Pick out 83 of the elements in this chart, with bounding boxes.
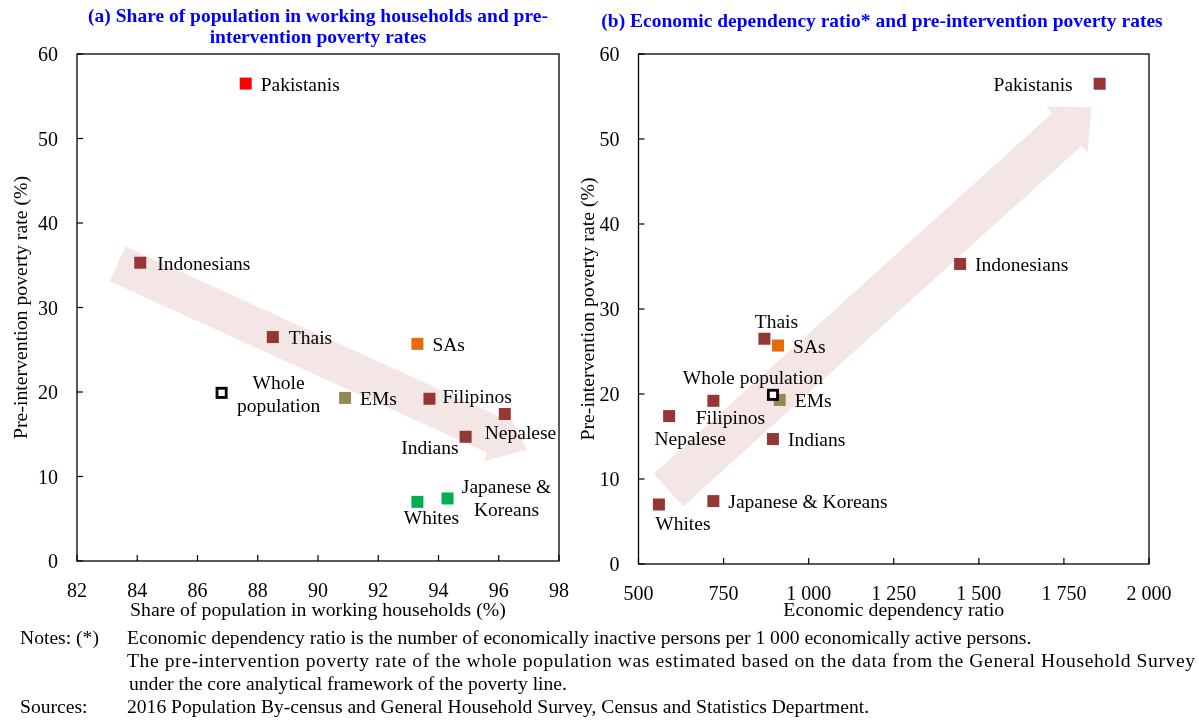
series-label: Whites [403,506,460,528]
series-label: EMs [360,387,397,409]
y-tick-label: 0 [48,550,58,572]
point [498,407,511,420]
x-tick-label: 96 [488,579,509,601]
series-label: Thais [288,326,333,348]
point [411,495,424,508]
point [707,394,720,407]
point [758,332,771,345]
x-tick-label: 1 500 [956,582,1002,604]
y-tick-label: 60 [599,43,620,65]
x-tick-label: 88 [247,579,268,601]
series-label: Nepalese [484,421,557,443]
y-tick-label: 50 [38,127,58,150]
y-tick-label: 30 [38,296,58,319]
series-label: Whole population [236,371,321,416]
x-tick-label: 84 [127,579,148,601]
chart-title: (a) Share of population in working households and pre-intervention poverty rates [88,4,548,47]
x-tick-label: 92 [368,579,389,601]
x-tick-label: 1 250 [871,582,917,604]
series-label: Thais [754,310,799,332]
series-label: Whole population [682,366,824,388]
chart-title: (b) Economic dependency ratio* and pre-intervention poverty rates [601,9,1164,32]
series-label: Pakistanis [993,73,1073,95]
text: 2016 Population By-census and General Household Survey, Census and Statistics Department. [127,695,870,717]
x-tick-label: 2 000 [1126,582,1172,604]
series-label: Indians [401,436,459,458]
y-tick-label: 30 [599,298,620,320]
series-label: Filipinos [442,385,512,407]
point [663,410,676,423]
point [766,388,779,401]
series-label: EMs [794,389,832,411]
series-label: Filipinos [695,406,766,428]
x-tick-label: 1 750 [1041,582,1087,604]
x-tick-label: 98 [549,579,569,601]
y-tick-label: 60 [38,43,58,65]
point [339,391,352,404]
point [652,498,665,511]
x-tick-label: 94 [428,579,449,601]
point [459,430,472,443]
y-tick-label: 40 [38,212,58,234]
point [215,386,228,399]
series-label: Indians [787,428,846,450]
x-tick-label: 1 000 [786,582,832,604]
text: The pre-intervention poverty rate of the whole population was estimated based on the data from the General Household Survey under the core analytical framework of the poverty line. [127,649,1196,694]
series-label: Japanese & Koreans [728,490,888,512]
point [411,337,424,350]
point [772,339,785,352]
y-tick-label: 20 [599,383,620,405]
x-tick-label: 82 [67,579,87,601]
series-label: Whites [655,512,711,533]
point [707,495,720,508]
y-axis-title: Pre-intervention poverty rate (%) [576,177,599,441]
point [441,492,454,505]
y-tick-label: 50 [599,128,620,150]
x-tick-label: 86 [187,579,208,601]
y-tick-label: 40 [599,213,620,235]
series-label: SAs [793,335,826,357]
source-note: Sources: [20,695,88,717]
y-tick-label: 10 [599,468,620,490]
series-label: Japanese & Koreans [461,475,552,520]
point [423,392,436,405]
y-axis-title: Pre-intervention poverty rate (%) [9,175,32,440]
point [134,256,147,269]
series-label: Indonesians [975,253,1069,275]
text: Notes: (*) [20,626,99,649]
x-tick-label: 500 [623,582,654,604]
point [266,331,279,344]
y-tick-label: 10 [38,465,58,488]
x-tick-label: 750 [708,582,739,604]
point [1093,77,1106,90]
x-tick-label: 90 [308,579,328,601]
text: Economic dependency ratio is the number of economically inactive persons per 1 000 economically active persons. [127,626,1032,648]
x-axis-title: Share of population in working households (%) [130,598,506,621]
point [954,257,967,270]
series-label: Indonesians [157,252,251,274]
series-label: Nepalese [654,427,726,449]
y-tick-label: 0 [609,553,620,575]
series-label: SAs [432,333,465,355]
series-label: Pakistanis [260,73,340,95]
point [239,77,252,90]
point [766,433,779,446]
y-tick-label: 20 [38,381,58,403]
